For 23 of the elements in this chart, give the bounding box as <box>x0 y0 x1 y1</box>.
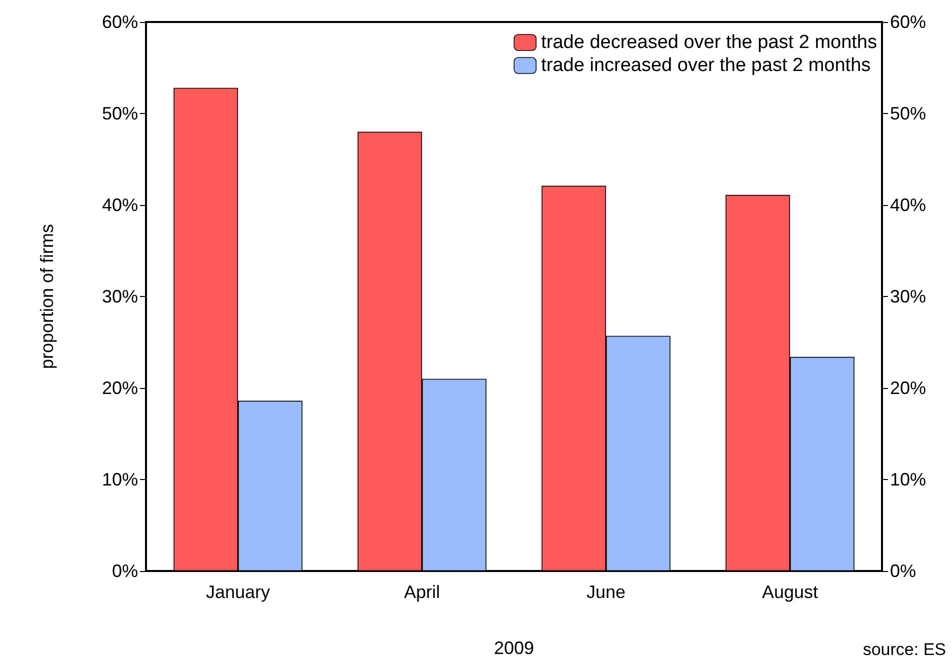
x-tick-label: January <box>206 582 270 602</box>
x-tick-label: April <box>404 582 440 602</box>
y2-tick-label: 30% <box>890 286 926 306</box>
legend-label: trade increased over the past 2 months <box>541 55 871 76</box>
y-tick-label: 10% <box>102 470 138 490</box>
y2-tick-label: 60% <box>890 12 926 32</box>
legend-label: trade decreased over the past 2 months <box>541 32 878 53</box>
y-tick-label: 60% <box>102 12 138 32</box>
y2-tick-label: 10% <box>890 470 926 490</box>
y-tick-label: 30% <box>102 286 138 306</box>
y-tick-label: 0% <box>112 561 138 581</box>
y2-tick-label: 0% <box>890 561 916 581</box>
y2-tick-label: 20% <box>890 378 926 398</box>
y-tick-label: 20% <box>102 378 138 398</box>
y-axis-title: proportion of firms <box>37 224 57 370</box>
x-axis-title: 2009 <box>494 638 534 658</box>
y-tick-label: 40% <box>102 195 138 215</box>
y2-tick-label: 50% <box>890 104 926 124</box>
y-tick-label: 50% <box>102 104 138 124</box>
x-tick-label: August <box>762 582 818 602</box>
x-tick-label: June <box>586 582 626 602</box>
source-note: source: ES <box>862 640 946 659</box>
y2-tick-label: 40% <box>890 195 926 215</box>
